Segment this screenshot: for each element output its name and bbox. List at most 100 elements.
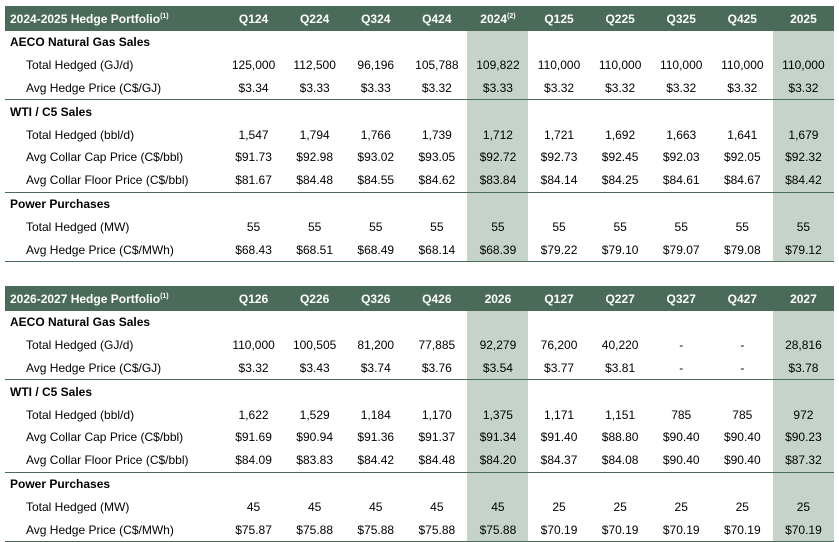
section-spacer-cell bbox=[590, 472, 651, 495]
value-cell: 125,000 bbox=[231, 58, 276, 73]
row-label: Avg Hedge Price (C$/GJ) bbox=[5, 356, 224, 381]
value-cell: $79.08 bbox=[711, 238, 773, 262]
annual-value-cell: $92.32 bbox=[772, 145, 834, 169]
value-cell: $88.80 bbox=[601, 430, 639, 445]
annual-value-cell: $87.32 bbox=[772, 448, 834, 473]
value-cell: 110,000 bbox=[232, 338, 275, 353]
value-cell: $91.37 bbox=[418, 430, 456, 445]
section-spacer-cell bbox=[406, 192, 467, 215]
column-header-label: 2026 bbox=[484, 291, 512, 306]
column-header: Q126 bbox=[223, 286, 285, 311]
annual-value-cell: $79.12 bbox=[772, 238, 834, 262]
value-cell: 25 bbox=[735, 499, 749, 514]
annual-value-cell: 55 bbox=[772, 215, 834, 239]
value-cell: 110,000 bbox=[659, 58, 703, 73]
column-header: Q426 bbox=[406, 286, 468, 311]
table-header-row: 2026-2027 Hedge Portfolio(1) Q126 Q226 Q326… bbox=[5, 286, 834, 311]
value-cell: $3.81 bbox=[589, 356, 651, 381]
value-cell: $83.83 bbox=[284, 448, 346, 473]
column-header-label: 2024 bbox=[480, 11, 507, 26]
section-spacer-cell bbox=[590, 192, 651, 215]
column-header: Q327 bbox=[650, 286, 712, 311]
hedge-table-2026-2027: 2026-2027 Hedge Portfolio(1) Q126 Q226 Q326… bbox=[5, 286, 834, 542]
column-header-label: Q126 bbox=[238, 291, 269, 306]
table-title: 2024-2025 Hedge Portfolio(1) bbox=[5, 6, 224, 31]
column-header-label: Q426 bbox=[422, 291, 452, 306]
column-header-label: Q227 bbox=[605, 291, 635, 306]
value-cell: 25 bbox=[552, 499, 566, 514]
section-row: AECO Natural Gas Sales bbox=[5, 31, 834, 54]
column-header: Q325 bbox=[650, 6, 712, 31]
value-cell: $90.40 bbox=[662, 430, 700, 445]
value-cell: - bbox=[679, 338, 684, 353]
value-cell: 45 bbox=[307, 499, 322, 514]
section-spacer-cell bbox=[772, 472, 834, 496]
column-header: Q226 bbox=[284, 286, 346, 311]
column-header-label: Q325 bbox=[666, 11, 696, 26]
column-header-label: Q326 bbox=[361, 291, 391, 306]
table-row: Total Hedged (MW) 45 45 45 45 45 25 25 25 25 25 bbox=[5, 495, 834, 519]
table-row: Avg Hedge Price (C$/MWh) $68.43 $68.51 $68.… bbox=[5, 238, 834, 262]
section-spacer-cell bbox=[590, 100, 651, 123]
annual-value-cell: $92.72 bbox=[467, 145, 529, 169]
table-header-row: 2024-2025 Hedge Portfolio(1) Q124 Q224 Q324… bbox=[5, 6, 834, 31]
section-spacer-cell bbox=[223, 380, 284, 403]
annual-value-cell: $70.19 bbox=[772, 518, 834, 542]
annual-value-cell: 1,375 bbox=[467, 403, 529, 426]
section-spacer-cell bbox=[406, 472, 467, 495]
annual-value-cell: 55 bbox=[467, 215, 529, 239]
value-cell: $92.73 bbox=[540, 150, 578, 165]
section-spacer-cell bbox=[467, 99, 529, 124]
value-cell: $70.19 bbox=[650, 518, 712, 542]
section-spacer-cell bbox=[590, 311, 651, 334]
section-spacer-cell bbox=[467, 31, 529, 54]
value-cell: $3.76 bbox=[406, 356, 468, 381]
value-cell: 76,200 bbox=[540, 338, 578, 353]
annual-value-cell: $68.39 bbox=[467, 238, 529, 262]
value-cell: $90.40 bbox=[650, 448, 712, 473]
section-spacer-cell bbox=[467, 192, 529, 216]
section-spacer-cell bbox=[345, 311, 406, 334]
section-row: WTI / C5 Sales bbox=[5, 379, 834, 404]
value-cell: 785 bbox=[732, 407, 753, 422]
value-cell: 45 bbox=[369, 499, 383, 514]
section-title: AECO Natural Gas Sales bbox=[10, 35, 151, 50]
value-cell: $3.32 bbox=[650, 76, 712, 101]
section-spacer-cell bbox=[284, 472, 345, 495]
table-row: Total Hedged (bbl/d) 1,622 1,529 1,184 1,170… bbox=[5, 403, 834, 426]
value-cell: $79.22 bbox=[528, 238, 590, 262]
section-spacer-cell bbox=[406, 100, 467, 123]
column-header: Q127 bbox=[528, 286, 590, 311]
value-cell: 1,151 bbox=[605, 407, 636, 422]
value-cell: $90.40 bbox=[723, 430, 761, 445]
value-cell: $91.69 bbox=[235, 430, 272, 445]
value-cell: 1,547 bbox=[238, 127, 269, 142]
value-cell: 55 bbox=[735, 219, 749, 234]
column-header-label: Q324 bbox=[361, 11, 391, 26]
row-label: Avg Collar Cap Price (C$/bbl) bbox=[26, 430, 184, 445]
annual-value-cell: $84.20 bbox=[467, 448, 529, 473]
value-cell: $92.45 bbox=[601, 150, 639, 165]
value-cell: $84.42 bbox=[345, 448, 407, 473]
value-cell: $91.73 bbox=[235, 150, 272, 165]
table-row: Total Hedged (bbl/d) 1,547 1,794 1,766 1,739… bbox=[5, 123, 834, 146]
column-header: Q124 bbox=[223, 6, 285, 31]
value-cell: 45 bbox=[430, 499, 444, 514]
value-cell: $3.32 bbox=[406, 76, 468, 101]
table-row: Avg Hedge Price (C$/MWh) $75.87 $75.88 $75.… bbox=[5, 518, 834, 542]
section-spacer-cell bbox=[528, 192, 589, 215]
column-header: 2027 bbox=[772, 286, 834, 311]
value-cell: - bbox=[650, 356, 712, 381]
section-spacer-cell bbox=[712, 192, 773, 215]
value-cell: 1,692 bbox=[605, 127, 636, 142]
section-spacer-cell bbox=[345, 472, 406, 495]
value-cell: 96,196 bbox=[357, 58, 395, 73]
value-cell: $3.74 bbox=[345, 356, 407, 381]
value-cell: $70.19 bbox=[711, 518, 773, 542]
value-cell: $92.03 bbox=[662, 150, 700, 165]
value-cell: $3.77 bbox=[528, 356, 590, 381]
table-row: Avg Collar Cap Price (C$/bbl) $91.73 $92.9… bbox=[5, 145, 834, 169]
value-cell: $70.19 bbox=[528, 518, 590, 542]
section-spacer-cell bbox=[223, 100, 284, 123]
